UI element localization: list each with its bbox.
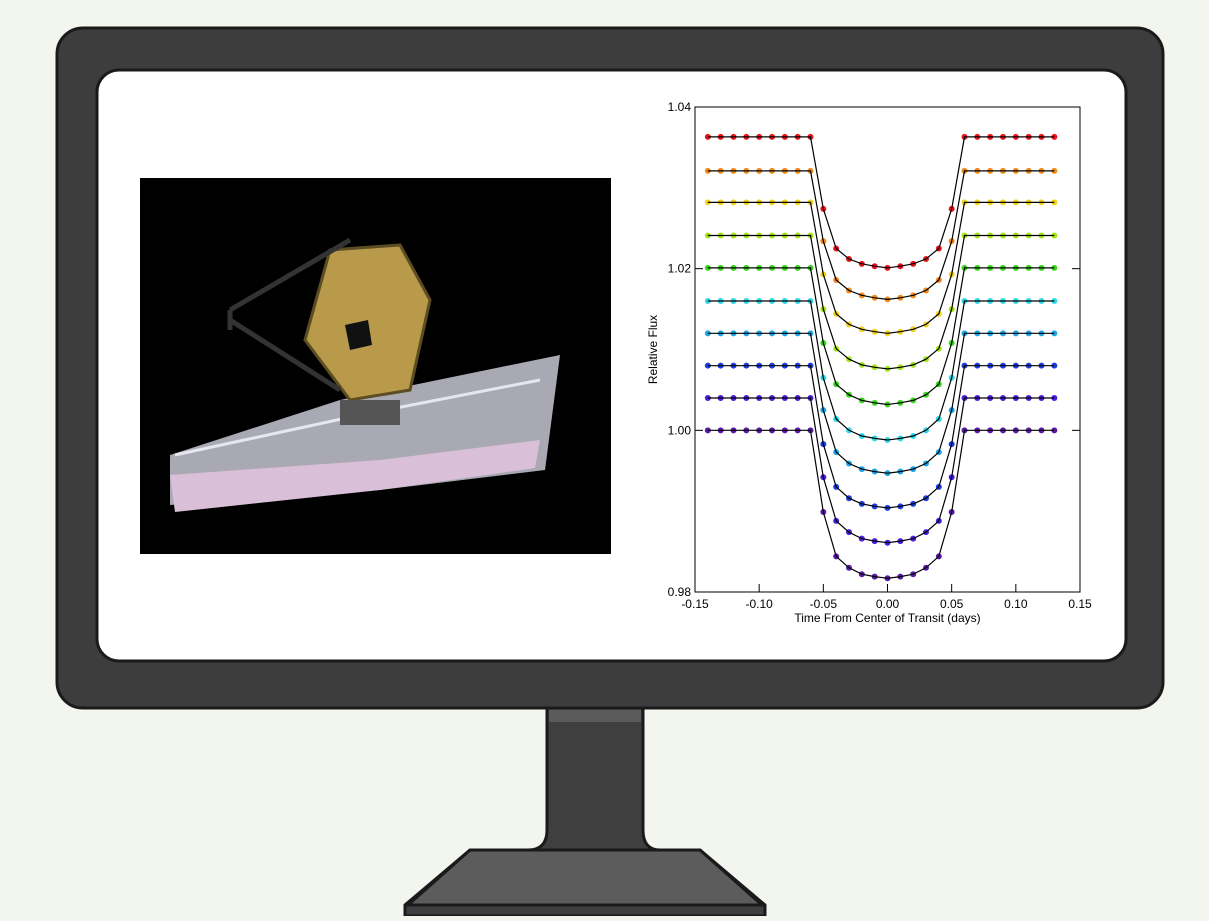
y-tick-label: 1.00 (668, 423, 692, 437)
stand-base (408, 850, 762, 905)
x-tick-label: 0.10 (1004, 597, 1028, 611)
y-tick-label: 1.04 (668, 100, 692, 114)
x-tick-label: 0.05 (940, 597, 964, 611)
x-axis-label: Time From Center of Transit (days) (794, 611, 980, 625)
y-tick-label: 1.02 (668, 262, 692, 276)
y-axis-label: Relative Flux (646, 315, 660, 384)
neck-band (549, 708, 641, 722)
x-tick-label: -0.10 (745, 597, 773, 611)
page: -0.15 -0.10 -0.05 0.00 0.05 0.10 0.15 0.98 1.00 1… (0, 0, 1209, 916)
y-tick-label: 0.98 (668, 585, 692, 599)
x-tick-label: -0.15 (681, 597, 709, 611)
telescope-image (140, 178, 611, 554)
x-tick-label: 0.15 (1068, 597, 1092, 611)
x-tick-label: -0.05 (810, 597, 838, 611)
x-tick-label: 0.00 (876, 597, 900, 611)
scene: -0.15 -0.10 -0.05 0.00 0.05 0.10 0.15 0.98 1.00 1… (0, 0, 1209, 916)
